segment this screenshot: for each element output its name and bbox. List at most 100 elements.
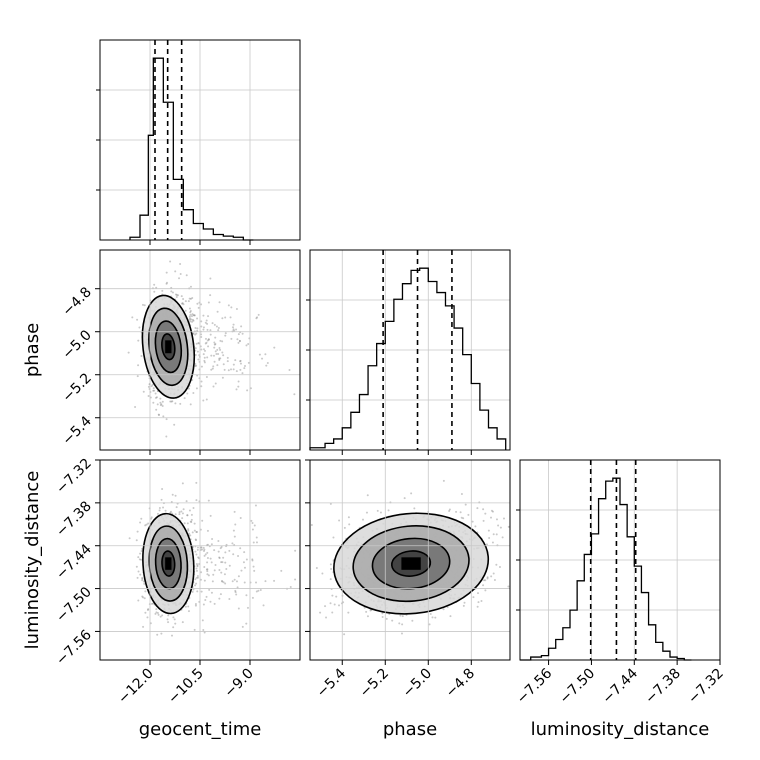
panel-content [127,260,296,464]
scatter-point [161,400,164,403]
scatter-point [140,558,143,561]
scatter-point [337,604,340,607]
scatter-point [191,320,194,323]
scatter-point [206,568,209,571]
scatter-point [195,332,198,335]
scatter-point [343,526,346,529]
panel-frame [309,459,511,661]
scatter-point [335,595,338,598]
scatter-point [482,519,485,522]
scatter-point [190,315,193,318]
scatter-point [166,281,169,284]
scatter-point [179,263,182,266]
scatter-point [155,286,158,289]
scatter-point [146,616,149,619]
scatter-point [202,546,205,549]
scatter-point [491,541,494,544]
scatter-point [205,398,208,401]
scatter-point [205,319,208,322]
scatter-point [192,506,195,509]
scatter-point [517,551,519,553]
scatter-point [245,558,248,561]
scatter-point [338,519,341,522]
histogram-step [520,477,692,661]
scatter-point [174,513,177,516]
scatter-point [214,350,217,353]
scatter-point [460,493,463,496]
scatter-point [142,625,145,628]
scatter-point [155,608,158,611]
scatter-point [202,314,205,317]
scatter-point [202,348,205,351]
scatter-point [332,536,335,539]
scatter-point [246,389,249,392]
scatter-point [207,345,210,348]
scatter-point [189,297,192,300]
scatter-point [202,603,205,606]
scatter-point [369,609,372,612]
scatter-point [261,357,264,360]
scatter-point [206,573,209,576]
scatter-point [158,509,161,512]
scatter-point [151,383,154,386]
scatter-point [184,309,187,312]
scatter-point [211,537,214,540]
scatter-point [157,413,160,416]
panel-frame [99,249,301,451]
scatter-point [219,339,222,342]
scatter-point [189,403,192,406]
scatter-point [197,557,200,560]
x-tick-label: −10.5 [165,666,207,708]
y-tick-label: −5.2 [59,370,94,405]
scatter-point [196,530,199,533]
scatter-point [325,616,328,619]
scatter-point [199,578,202,581]
scatter-point [206,551,209,554]
scatter-point [153,283,156,286]
scatter-point [153,389,156,392]
scatter-point [223,368,226,371]
scatter-point [134,405,137,408]
scatter-point [512,559,514,561]
contour-line [148,525,189,602]
scatter-point [411,619,414,622]
scatter-point [194,538,197,541]
scatter-point [154,462,156,464]
scatter-point [234,359,237,362]
scatter-point [474,525,477,528]
scatter-point [234,591,237,594]
scatter-point [194,550,197,553]
scatter-point [182,303,185,306]
scatter-point [477,592,480,595]
scatter-point [219,348,222,351]
contour-line [141,294,196,399]
scatter-point [194,584,197,587]
scatter-point [257,589,260,592]
scatter-point [232,529,235,532]
scatter-point [128,537,131,540]
scatter-point [246,606,249,609]
scatter-point [243,551,246,554]
scatter-point [401,623,404,626]
scatter-point [205,595,208,598]
scatter-point [379,511,382,514]
scatter-point [221,340,224,343]
scatter-point [189,320,192,323]
scatter-point [251,558,254,561]
scatter-point [187,387,190,390]
scatter-point [236,586,239,589]
scatter-point [141,303,144,306]
scatter-point [226,360,229,363]
scatter-point [200,380,203,383]
scatter-point [206,561,209,564]
scatter-point [233,535,236,538]
scatter-point [219,547,222,550]
scatter-point [194,347,197,350]
scatter-point [484,589,487,592]
scatter-point [213,360,216,363]
scatter-point [522,526,524,528]
scatter-point [192,545,195,548]
scatter-point [239,359,242,362]
scatter-point [221,317,224,320]
scatter-point [224,334,227,337]
